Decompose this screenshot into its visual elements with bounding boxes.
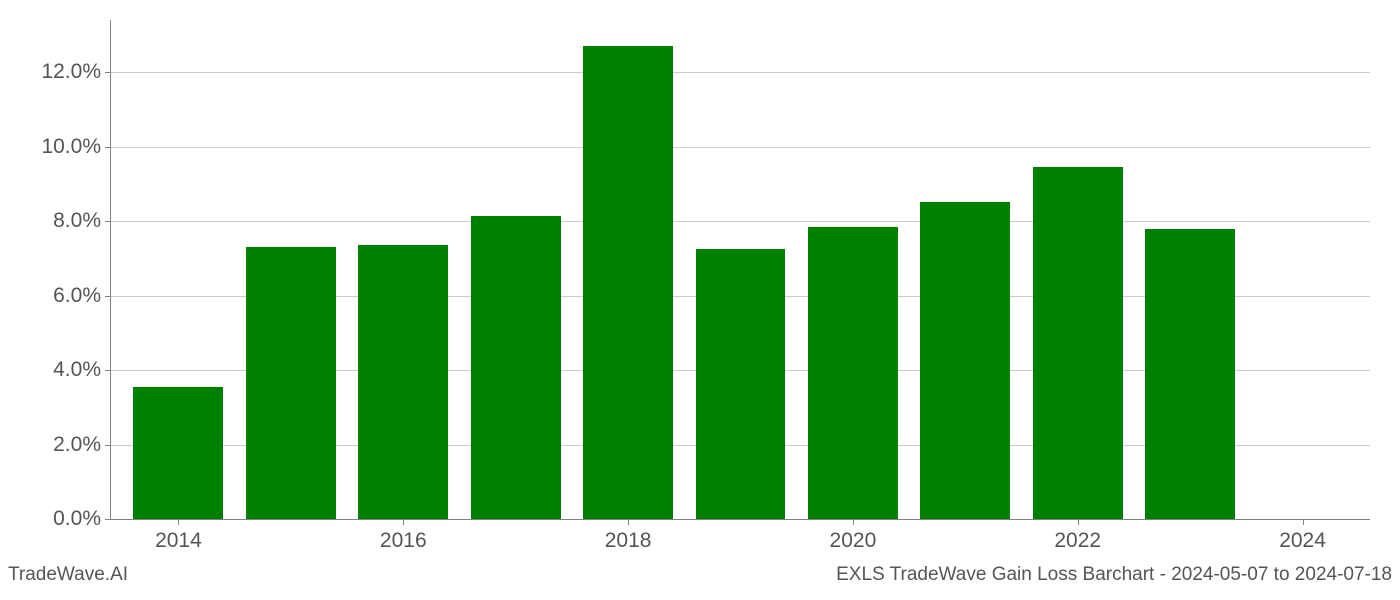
footer-left-label: TradeWave.AI	[8, 564, 128, 586]
y-tick-label: 2.0%	[53, 433, 111, 457]
x-tick-mark	[403, 519, 404, 525]
x-tick-mark	[1303, 519, 1304, 525]
bar	[133, 387, 223, 519]
gridline	[111, 147, 1370, 148]
x-tick-mark	[853, 519, 854, 525]
bar	[696, 249, 786, 519]
y-tick-mark	[105, 147, 111, 148]
y-tick-label: 0.0%	[53, 507, 111, 531]
y-tick-label: 10.0%	[41, 135, 111, 159]
y-tick-mark	[105, 72, 111, 73]
bar	[583, 46, 673, 519]
y-tick-label: 6.0%	[53, 284, 111, 308]
bar-chart: 0.0%2.0%4.0%6.0%8.0%10.0%12.0%2014201620…	[110, 20, 1370, 520]
y-tick-mark	[105, 519, 111, 520]
y-tick-mark	[105, 221, 111, 222]
gridline	[111, 72, 1370, 73]
y-tick-label: 4.0%	[53, 358, 111, 382]
plot-area: 0.0%2.0%4.0%6.0%8.0%10.0%12.0%2014201620…	[111, 20, 1370, 519]
y-tick-label: 8.0%	[53, 209, 111, 233]
footer-right-label: EXLS TradeWave Gain Loss Barchart - 2024…	[836, 564, 1392, 586]
x-tick-mark	[178, 519, 179, 525]
bar	[358, 245, 448, 519]
bar	[471, 216, 561, 519]
bar	[808, 227, 898, 519]
x-tick-mark	[1078, 519, 1079, 525]
bar	[920, 202, 1010, 519]
y-tick-mark	[105, 445, 111, 446]
y-tick-mark	[105, 370, 111, 371]
bar	[1145, 229, 1235, 519]
y-tick-label: 12.0%	[41, 60, 111, 84]
gridline	[111, 221, 1370, 222]
bar	[1033, 167, 1123, 519]
y-tick-mark	[105, 296, 111, 297]
x-tick-mark	[628, 519, 629, 525]
bar	[246, 247, 336, 519]
